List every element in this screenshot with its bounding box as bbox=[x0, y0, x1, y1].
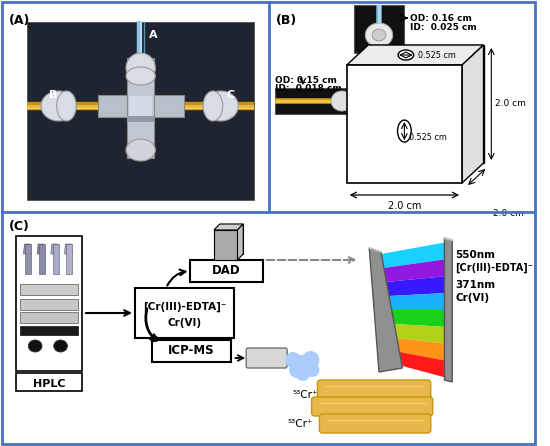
Ellipse shape bbox=[126, 53, 155, 83]
Text: ID:  0.025 cm: ID: 0.025 cm bbox=[410, 23, 477, 32]
Text: (B): (B) bbox=[276, 14, 296, 27]
Bar bbox=[127, 116, 155, 122]
Text: Cr(VI): Cr(VI) bbox=[168, 318, 202, 328]
Circle shape bbox=[289, 362, 305, 378]
Text: [Cr(III)-EDTA]⁻: [Cr(III)-EDTA]⁻ bbox=[143, 302, 226, 312]
Ellipse shape bbox=[203, 91, 223, 121]
Bar bbox=[53, 244, 59, 274]
Text: A: A bbox=[148, 30, 157, 40]
Bar bbox=[20, 299, 78, 310]
Text: 0.525 cm: 0.525 cm bbox=[409, 133, 447, 142]
Polygon shape bbox=[37, 244, 45, 254]
Polygon shape bbox=[394, 324, 447, 344]
Polygon shape bbox=[238, 224, 243, 260]
Ellipse shape bbox=[331, 91, 353, 111]
Ellipse shape bbox=[398, 50, 414, 60]
FancyBboxPatch shape bbox=[246, 348, 287, 368]
Polygon shape bbox=[400, 352, 447, 378]
Polygon shape bbox=[384, 259, 447, 282]
Text: ICP-MS: ICP-MS bbox=[168, 344, 214, 358]
Ellipse shape bbox=[365, 23, 393, 47]
Text: C: C bbox=[227, 90, 235, 100]
Text: B: B bbox=[49, 90, 57, 100]
Bar bbox=[127, 58, 155, 158]
Bar bbox=[25, 244, 31, 274]
Bar bbox=[346, 65, 462, 183]
FancyBboxPatch shape bbox=[320, 414, 431, 433]
Polygon shape bbox=[462, 45, 483, 183]
Circle shape bbox=[295, 365, 311, 381]
Ellipse shape bbox=[398, 120, 411, 142]
Circle shape bbox=[302, 351, 320, 369]
Text: HPLC: HPLC bbox=[32, 379, 65, 389]
Text: 2.0 cm: 2.0 cm bbox=[388, 201, 421, 211]
Bar bbox=[135, 288, 234, 338]
Circle shape bbox=[306, 363, 320, 377]
Polygon shape bbox=[392, 310, 447, 327]
Bar bbox=[276, 88, 346, 114]
Bar bbox=[220, 224, 243, 254]
Text: (A): (A) bbox=[9, 14, 30, 27]
Polygon shape bbox=[381, 242, 447, 268]
Text: ID:  0.018 cm: ID: 0.018 cm bbox=[276, 84, 342, 93]
Text: 0.525 cm: 0.525 cm bbox=[417, 51, 455, 60]
Ellipse shape bbox=[57, 91, 76, 121]
Text: 2.0 cm: 2.0 cm bbox=[493, 210, 524, 219]
Bar bbox=[28, 22, 254, 200]
Text: [Cr(III)-EDTA]⁻: [Cr(III)-EDTA]⁻ bbox=[455, 263, 533, 273]
FancyBboxPatch shape bbox=[317, 380, 431, 399]
Text: ⁵³Cr⁺: ⁵³Cr⁺ bbox=[293, 390, 318, 400]
Text: DAD: DAD bbox=[212, 264, 241, 277]
Bar bbox=[20, 326, 78, 335]
Bar bbox=[214, 230, 238, 260]
Polygon shape bbox=[64, 244, 72, 254]
Circle shape bbox=[285, 352, 301, 368]
Bar bbox=[152, 340, 230, 362]
Polygon shape bbox=[397, 338, 447, 361]
Polygon shape bbox=[51, 244, 59, 254]
Ellipse shape bbox=[29, 340, 42, 352]
Bar bbox=[20, 284, 78, 295]
Bar bbox=[190, 260, 263, 282]
Polygon shape bbox=[369, 248, 403, 372]
Text: OD: 0.16 cm: OD: 0.16 cm bbox=[410, 14, 472, 23]
Ellipse shape bbox=[372, 29, 386, 41]
Bar bbox=[15, 373, 82, 391]
Bar bbox=[67, 244, 72, 274]
Bar bbox=[39, 244, 45, 274]
Ellipse shape bbox=[54, 340, 68, 352]
Bar bbox=[354, 5, 404, 53]
FancyBboxPatch shape bbox=[312, 397, 433, 416]
Polygon shape bbox=[346, 45, 483, 65]
Bar bbox=[98, 95, 184, 117]
Text: (C): (C) bbox=[9, 220, 30, 233]
Polygon shape bbox=[24, 244, 31, 254]
Bar bbox=[15, 236, 82, 371]
Text: 550nm: 550nm bbox=[455, 250, 495, 260]
Ellipse shape bbox=[41, 91, 76, 121]
Polygon shape bbox=[444, 238, 452, 382]
Text: OD: 0.15 cm: OD: 0.15 cm bbox=[276, 76, 337, 85]
Text: ⁵³Cr⁺: ⁵³Cr⁺ bbox=[287, 419, 312, 429]
Polygon shape bbox=[389, 293, 447, 310]
Text: Cr(VI): Cr(VI) bbox=[455, 293, 490, 303]
Ellipse shape bbox=[203, 91, 238, 121]
Text: 2.0 cm: 2.0 cm bbox=[495, 99, 526, 108]
Bar bbox=[368, 45, 483, 163]
Bar bbox=[20, 312, 78, 323]
Polygon shape bbox=[214, 224, 243, 230]
Ellipse shape bbox=[126, 139, 155, 161]
Text: 371nm: 371nm bbox=[455, 280, 496, 290]
Circle shape bbox=[291, 355, 311, 375]
Bar bbox=[129, 96, 152, 116]
Ellipse shape bbox=[126, 67, 155, 85]
Polygon shape bbox=[386, 276, 447, 296]
